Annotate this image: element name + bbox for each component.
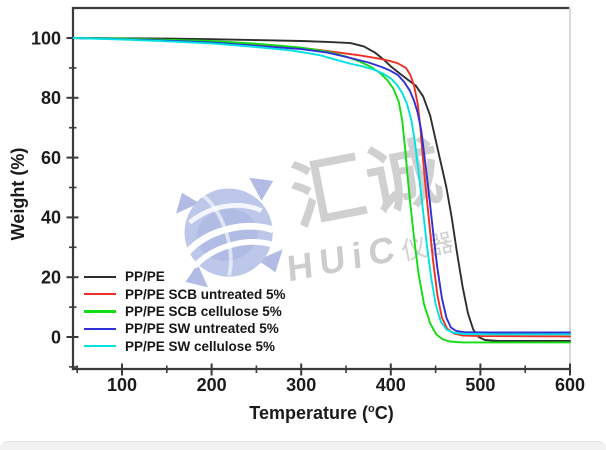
x-axis-unit: C) xyxy=(374,403,394,423)
x-tick-label: 100 xyxy=(107,375,137,395)
legend-line-sample xyxy=(84,345,116,348)
series-curve xyxy=(72,37,571,336)
y-tick-label: 0 xyxy=(51,327,61,347)
y-tick-label: 100 xyxy=(31,28,61,48)
y-tick-label: 80 xyxy=(41,88,61,108)
legend-item: PP/PE xyxy=(84,268,286,285)
legend-item: PP/PE SW untreated 5% xyxy=(84,320,286,337)
series-curve xyxy=(72,37,571,344)
series-curve xyxy=(72,37,571,342)
x-tick-label: 200 xyxy=(197,375,227,395)
y-axis-title: Weight (%) xyxy=(8,147,28,241)
series-curve xyxy=(72,37,571,334)
x-tick-label: 300 xyxy=(286,375,316,395)
y-tick-label: 60 xyxy=(41,148,61,168)
legend-label: PP/PE SCB untreated 5% xyxy=(125,286,286,302)
legend-line-sample xyxy=(84,275,116,278)
legend-item: PP/PE SW cellulose 5% xyxy=(84,338,286,355)
legend-label: PP/PE xyxy=(125,269,165,285)
legend-line-sample xyxy=(84,327,116,330)
legend-item: PP/PE SCB cellulose 5% xyxy=(84,303,286,320)
legend: PP/PE PP/PE SCB untreated 5% PP/PE SCB cel… xyxy=(84,268,286,355)
x-axis-title-text: Temperature ( xyxy=(249,403,368,423)
x-tick-label: 500 xyxy=(465,375,495,395)
legend-line-sample xyxy=(84,310,116,313)
footer-strip xyxy=(0,441,606,450)
y-tick-label: 40 xyxy=(41,208,61,228)
legend-label: PP/PE SW cellulose 5% xyxy=(125,338,276,354)
legend-item: PP/PE SCB untreated 5% xyxy=(84,285,286,302)
legend-line-sample xyxy=(84,292,116,296)
legend-label: PP/PE SCB cellulose 5% xyxy=(125,303,282,319)
x-tick-label: 400 xyxy=(376,375,406,395)
legend-label: PP/PE SW untreated 5% xyxy=(125,321,279,337)
x-axis-title: Temperature (oC) xyxy=(73,403,570,424)
x-tick-label: 600 xyxy=(555,375,585,395)
x-axis-degree-symbol: o xyxy=(367,403,375,415)
y-tick-label: 20 xyxy=(41,268,61,288)
